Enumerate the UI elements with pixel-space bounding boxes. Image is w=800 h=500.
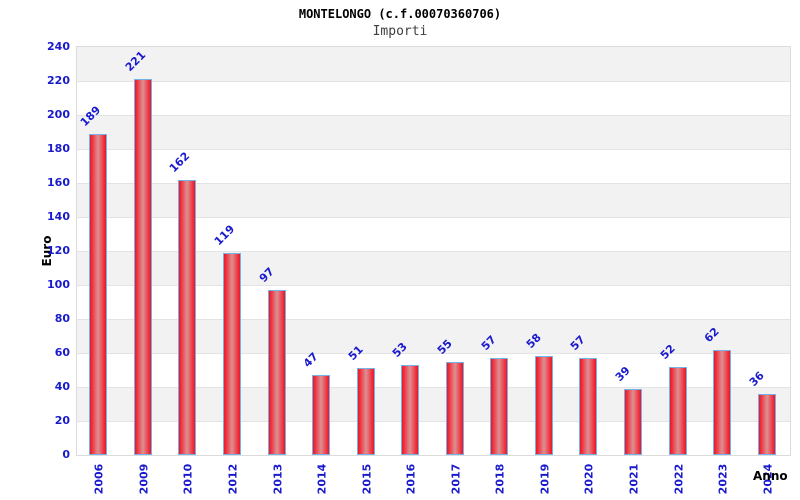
x-tick-label: 2006: [92, 463, 106, 495]
grid-line: [77, 217, 790, 218]
x-axis-title: Anno: [753, 469, 788, 483]
x-tick-label: 2015: [360, 463, 374, 495]
x-tick-label: 2010: [181, 463, 195, 495]
grid-line: [77, 285, 790, 286]
bar: [534, 356, 553, 455]
grid-line: [77, 149, 790, 150]
bar: [624, 388, 643, 455]
grid-band: [77, 81, 790, 115]
chart-title: MONTELONGO (c.f.00070360706): [298, 7, 502, 21]
bar: [401, 364, 420, 455]
x-tick-label: 2017: [449, 463, 463, 495]
bar: [356, 368, 375, 455]
grid-line: [77, 387, 790, 388]
grid-line: [77, 319, 790, 320]
bar: [267, 290, 286, 455]
x-tick-label: 2019: [538, 463, 552, 495]
y-tick-label: 120: [47, 244, 70, 257]
grid-band: [77, 115, 790, 149]
y-tick-label: 80: [54, 312, 70, 325]
grid-line: [77, 353, 790, 354]
grid-line: [77, 421, 790, 422]
grid-line: [77, 183, 790, 184]
bar: [89, 133, 108, 455]
plot-area: 189 221 162 119 97 47 51 53 55 57 58 57 39 52 62 36: [76, 46, 791, 456]
x-tick-label: 2013: [271, 463, 285, 495]
y-tick-label: 0: [62, 448, 70, 461]
grid-line: [77, 251, 790, 252]
y-tick-label: 140: [47, 210, 70, 223]
x-tick-label: 2023: [716, 463, 730, 495]
y-tick-label: 240: [47, 40, 70, 53]
bar: [133, 79, 152, 455]
x-tick-label: 2009: [137, 463, 151, 495]
x-tick-label: 2020: [582, 463, 596, 495]
bar: [178, 179, 197, 455]
x-tick-label: 2012: [226, 463, 240, 495]
grid-line: [77, 115, 790, 116]
bar: [445, 361, 464, 455]
y-tick-label: 220: [47, 74, 70, 87]
y-tick-label: 40: [54, 380, 70, 393]
grid-band: [77, 47, 790, 81]
y-tick-label: 160: [47, 176, 70, 189]
bar: [490, 358, 509, 455]
x-tick-label: 2018: [493, 463, 507, 495]
x-tick-label: 2016: [404, 463, 418, 495]
x-tick-label: 2022: [672, 463, 686, 495]
y-tick-label: 180: [47, 142, 70, 155]
chart-subtitle: Importi: [372, 24, 428, 39]
y-tick-label: 20: [54, 414, 70, 427]
grid-line: [77, 81, 790, 82]
y-tick-label: 60: [54, 346, 70, 359]
y-tick-label: 200: [47, 108, 70, 121]
bar: [312, 375, 331, 455]
x-tick-label: 2021: [627, 463, 641, 495]
bar: [713, 349, 732, 455]
y-axis-tick-labels: 240 220 200 180 160 140 120 100 80 60 40 20 0: [0, 0, 70, 500]
bar: [757, 393, 776, 455]
bar: [222, 252, 241, 455]
bar: [579, 358, 598, 455]
grid-band: [77, 149, 790, 183]
y-tick-label: 100: [47, 278, 70, 291]
x-tick-label: 2014: [315, 463, 329, 495]
bar: [668, 366, 687, 455]
